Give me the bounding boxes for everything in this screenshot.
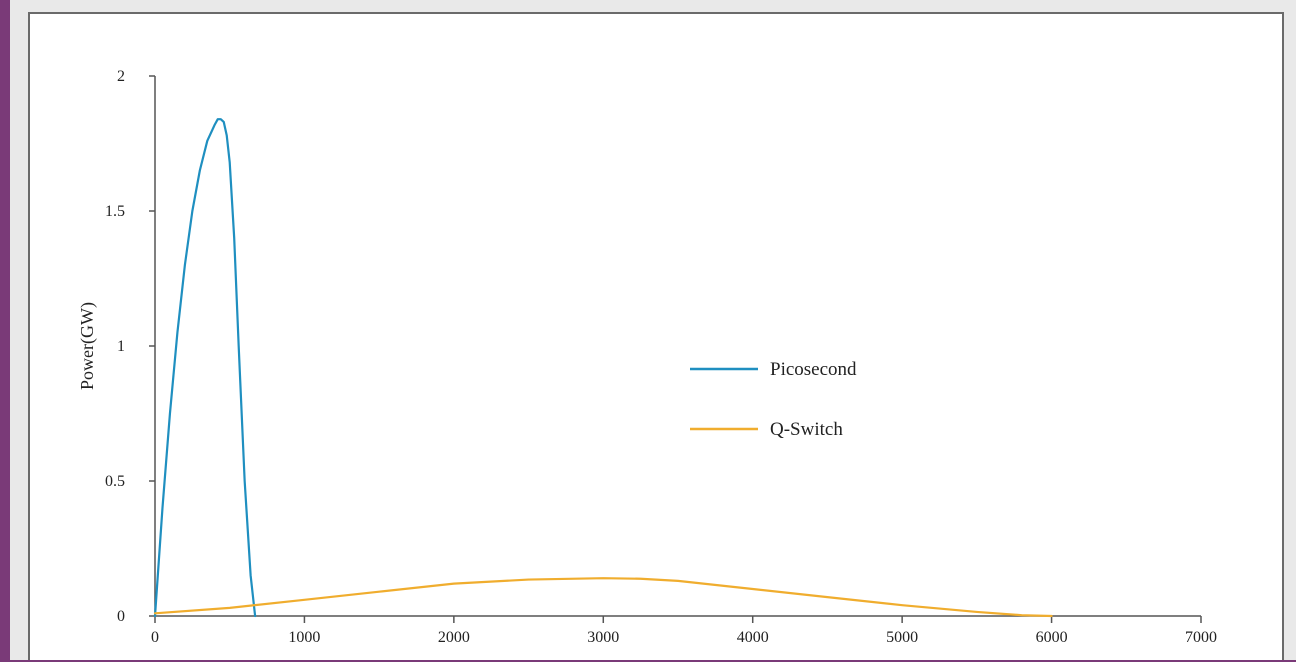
page-frame: 0 0.5 1 1.5 2 0 1000 2000 3000 4000 5000 6000 7000 P… xyxy=(10,0,1296,660)
x-tick-label: 2000 xyxy=(438,629,470,646)
legend-label-q-switch: Q-Switch xyxy=(770,419,843,440)
legend-label-picosecond: Picosecond xyxy=(770,359,857,380)
y-tick-label: 1.5 xyxy=(105,203,125,220)
y-tick-label: 0.5 xyxy=(105,473,125,490)
x-tick-label: 6000 xyxy=(1036,629,1068,646)
x-tick-label: 0 xyxy=(151,629,159,646)
x-tick-label: 3000 xyxy=(587,629,619,646)
x-tick-label: 7000 xyxy=(1185,629,1217,646)
y-axis-title: Power(GW) xyxy=(77,302,98,390)
chart-panel: 0 0.5 1 1.5 2 0 1000 2000 3000 4000 5000 6000 7000 P… xyxy=(28,12,1284,660)
y-tick-label: 1 xyxy=(117,338,125,355)
x-tick-label: 5000 xyxy=(886,629,918,646)
y-axis-title-group: Power(GW) xyxy=(77,302,98,390)
line-chart: 0 0.5 1 1.5 2 0 1000 2000 3000 4000 5000 6000 7000 P… xyxy=(77,68,1217,646)
axes: 0 0.5 1 1.5 2 0 1000 2000 3000 4000 5000 6000 7000 xyxy=(105,68,1217,646)
y-tick-label: 0 xyxy=(117,608,125,625)
series-line-q-switch xyxy=(153,577,1053,618)
series-lines xyxy=(153,118,1053,618)
series-line-picosecond xyxy=(153,118,257,618)
y-tick-label: 2 xyxy=(117,68,125,85)
legend: Picosecond Q-Switch xyxy=(690,359,857,440)
x-tick-label: 1000 xyxy=(288,629,320,646)
x-tick-label: 4000 xyxy=(737,629,769,646)
